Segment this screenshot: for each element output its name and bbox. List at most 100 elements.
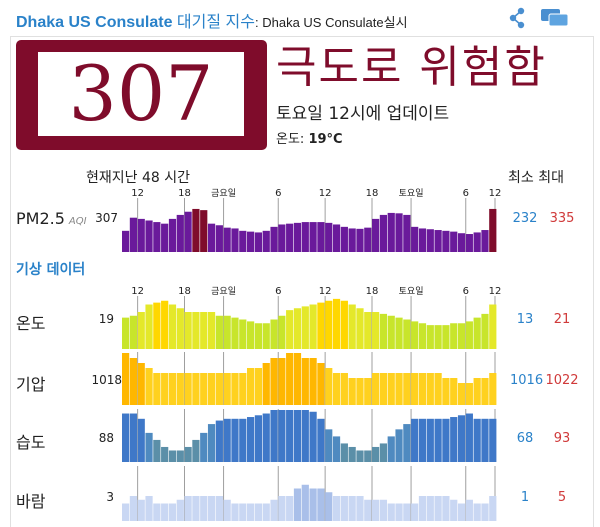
wind-bar: [379, 499, 388, 521]
temp-bar: [372, 312, 380, 349]
pressure-bar: [434, 373, 442, 405]
share-icon[interactable]: [506, 6, 530, 30]
temp-current: 19: [98, 312, 114, 326]
pm25-bar: [348, 228, 356, 252]
temp-bar: [473, 317, 481, 350]
humidity-bar: [192, 439, 200, 462]
pressure-bar: [426, 373, 434, 405]
city-name[interactable]: Dhaka US Consulate: [16, 14, 173, 31]
pressure-bar: [457, 383, 466, 405]
pressure-bar: [332, 373, 341, 405]
wind-bar: [387, 503, 395, 521]
temp-bar: [200, 312, 208, 349]
pm25-bar: [434, 230, 442, 252]
humidity-bar: [317, 418, 325, 462]
humidity-bar: [395, 429, 403, 462]
temp-bar: [192, 312, 200, 349]
pm25-bar: [317, 222, 325, 252]
pressure-bar: [481, 378, 489, 405]
pressure-bar: [247, 368, 255, 405]
pm25-bar: [192, 208, 200, 252]
pressure-bar: [309, 358, 317, 405]
temperature-note: 온도: 19°C: [276, 128, 343, 147]
temp-bar: [411, 321, 419, 350]
humidity-bar: [168, 450, 177, 462]
content-panel: [10, 36, 594, 527]
pressure-bar: [473, 378, 481, 405]
pm25-bar: [403, 214, 411, 252]
pressure-bar: [215, 373, 223, 405]
humidity-bar: [418, 418, 427, 462]
pm25-bar: [395, 213, 403, 252]
wind-bar: [239, 503, 247, 521]
pm25-bar: [278, 224, 286, 252]
humidity-bar: [293, 410, 302, 462]
humidity-min: 68: [516, 431, 534, 446]
chat-icon[interactable]: [540, 6, 570, 30]
weather-tick-label: 12: [489, 286, 502, 297]
temp-bar: [122, 317, 130, 350]
pressure-current: 1018: [91, 373, 122, 387]
temp-bar: [145, 304, 153, 349]
aqi-level: 극도로 위험함: [276, 42, 547, 93]
pm25-bar: [379, 214, 388, 252]
wind-bar: [465, 499, 473, 521]
humidity-bar: [137, 418, 145, 462]
pressure-bar: [254, 368, 263, 405]
station-title[interactable]: Dhaka US Consulate 대기질 지수: Dhaka US Cons…: [16, 8, 408, 32]
pressure-bar: [293, 353, 302, 405]
pressure-bar: [239, 373, 247, 405]
wind-bar: [278, 496, 286, 521]
pressure-bar: [153, 373, 161, 405]
pm25-bar: [481, 230, 489, 252]
pressure-bar: [356, 378, 364, 405]
pressure-bar: [418, 373, 427, 405]
wind-row-label: 바람: [16, 492, 46, 511]
wind-bar: [192, 496, 200, 521]
pressure-bar: [161, 373, 169, 405]
pressure-bar: [348, 378, 356, 405]
temp-bar: [270, 319, 278, 349]
weather-tick-label: 토요일: [399, 286, 424, 297]
temp-bar: [426, 325, 434, 350]
pm25-bar: [176, 214, 184, 252]
humidity-bar: [184, 446, 192, 462]
temp-bar: [231, 317, 239, 350]
humidity-bar: [489, 418, 497, 462]
temp-value: 19°C: [308, 132, 343, 147]
pm25-tick-label: 18: [178, 188, 191, 199]
pressure-bar: [403, 373, 411, 405]
wind-bar: [301, 484, 309, 521]
pm25-bar: [231, 228, 239, 252]
pm25-bar: [207, 223, 216, 252]
pressure-bar: [137, 363, 145, 405]
pm25-bar: [137, 218, 145, 252]
wind-bar: [270, 499, 278, 521]
pressure-bar: [465, 383, 473, 405]
humidity-bar: [278, 410, 286, 462]
temp-max: 21: [553, 312, 571, 327]
temp-bar: [254, 323, 263, 349]
wind-bar: [403, 503, 411, 521]
wind-bar: [426, 496, 434, 521]
humidity-bar: [450, 417, 458, 462]
wind-bar: [411, 503, 419, 521]
temp-bar: [418, 323, 427, 349]
humidity-bar: [403, 424, 411, 462]
pm25-max: 335: [549, 211, 575, 226]
pm25-tick-label: 12: [131, 188, 144, 199]
temp-bar: [442, 325, 450, 350]
aqi-badge: 307: [16, 40, 267, 150]
pressure-bar: [286, 353, 294, 405]
humidity-bar: [301, 410, 309, 462]
wind-bar: [286, 496, 294, 521]
temp-bar: [395, 317, 403, 350]
pressure-bar: [387, 373, 395, 405]
wind-bar: [168, 503, 177, 521]
humidity-bar: [426, 418, 434, 462]
temp-bar: [481, 313, 489, 350]
pm25-bar: [340, 226, 348, 252]
updated-time: 토요일 12시에 업데이트: [276, 104, 450, 124]
wind-bar: [293, 488, 302, 521]
